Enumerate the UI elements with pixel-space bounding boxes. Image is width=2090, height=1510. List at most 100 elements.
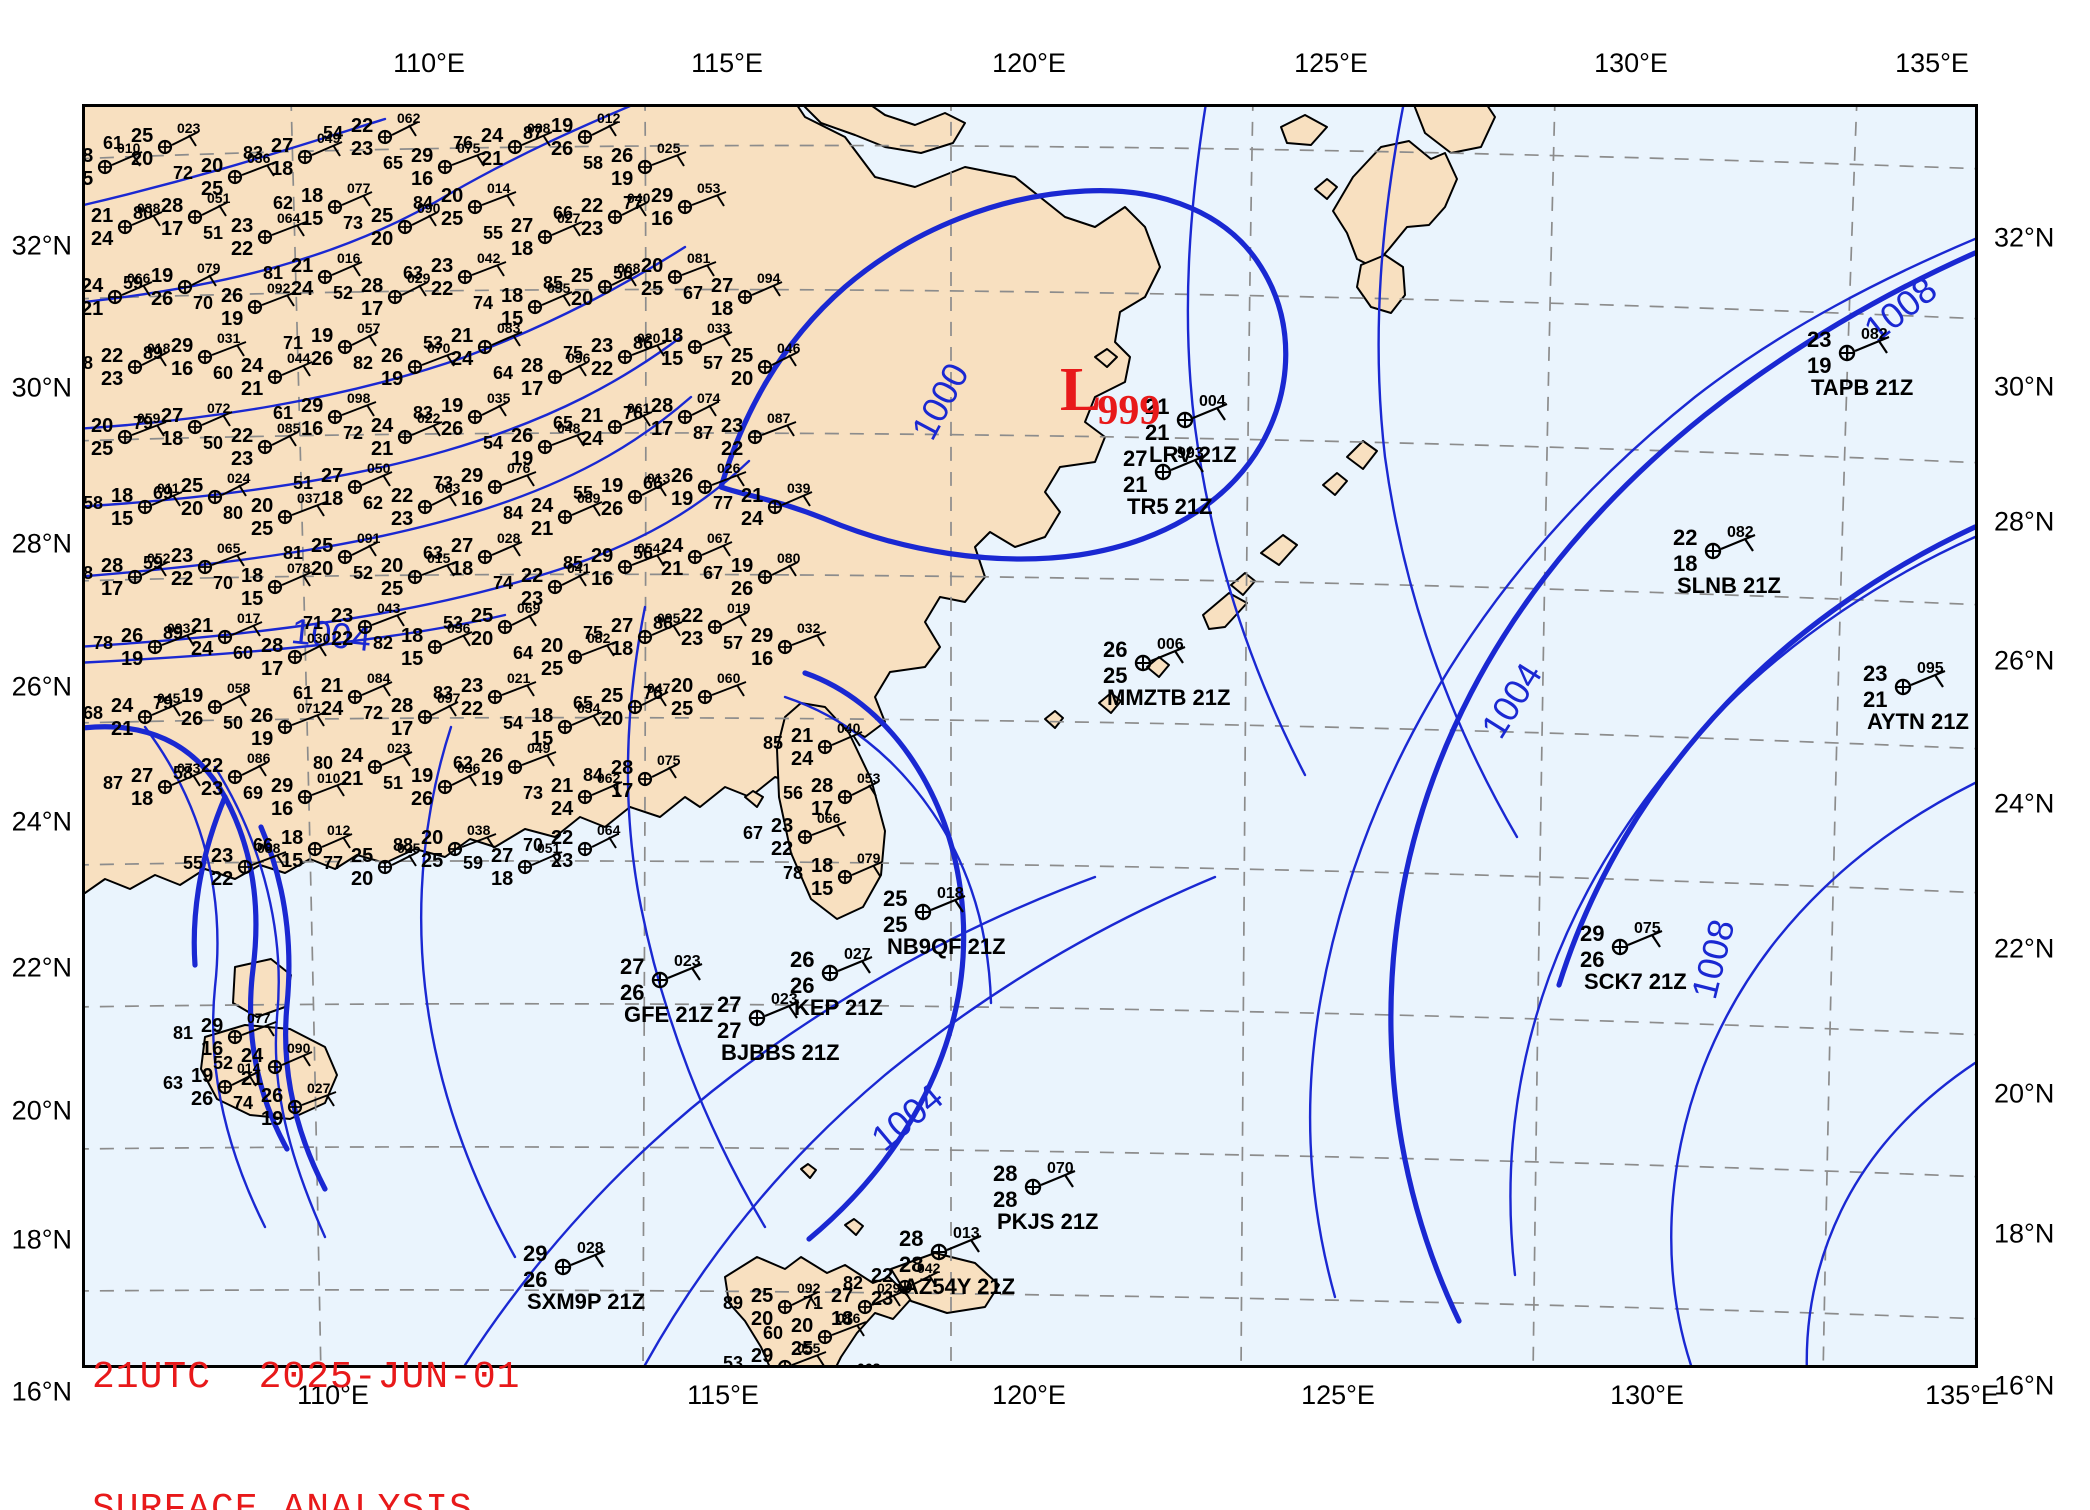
- svg-text:24: 24: [241, 355, 264, 377]
- svg-text:80: 80: [133, 203, 153, 223]
- svg-text:056: 056: [447, 620, 471, 636]
- land-shandong-peninsula: [803, 107, 966, 154]
- lat-tick-20N: 20°N: [1994, 1078, 2055, 1109]
- station-symbol: 2025 016 60: [763, 1310, 867, 1360]
- svg-text:076: 076: [507, 460, 531, 476]
- svg-text:25: 25: [541, 658, 563, 680]
- station-pressure: 993: [1177, 445, 1204, 462]
- station-temperature: 29: [523, 1241, 547, 1266]
- svg-text:20: 20: [541, 635, 563, 657]
- svg-text:56: 56: [633, 543, 653, 563]
- svg-text:093: 093: [167, 620, 191, 636]
- svg-text:22: 22: [231, 425, 253, 447]
- station-dewpoint: 26: [523, 1267, 547, 1292]
- svg-text:28: 28: [521, 355, 543, 377]
- svg-text:18: 18: [321, 488, 343, 510]
- svg-text:024: 024: [227, 470, 251, 486]
- svg-text:040: 040: [837, 720, 861, 736]
- station-pressure: 095: [1917, 660, 1944, 677]
- svg-text:74: 74: [493, 573, 513, 593]
- svg-text:64: 64: [513, 643, 533, 663]
- svg-text:17: 17: [161, 218, 183, 240]
- svg-text:53: 53: [423, 333, 443, 353]
- svg-text:19: 19: [221, 308, 243, 330]
- station-pressure: 018: [937, 885, 964, 902]
- land-luzon-northeast: [890, 1252, 1000, 1314]
- lon-tick-110E: 110°E: [297, 1380, 369, 1410]
- svg-text:84: 84: [503, 503, 523, 523]
- svg-text:20: 20: [421, 827, 443, 849]
- station-dewpoint: 19: [1807, 353, 1831, 378]
- svg-text:19: 19: [601, 475, 623, 497]
- svg-text:59: 59: [123, 273, 143, 293]
- svg-text:81: 81: [173, 1023, 193, 1043]
- svg-text:18: 18: [511, 238, 533, 260]
- svg-text:027: 027: [307, 1080, 331, 1096]
- svg-text:27: 27: [271, 135, 293, 157]
- svg-text:28: 28: [161, 195, 183, 217]
- svg-text:071: 071: [297, 700, 321, 716]
- map-panel[interactable]: 1000 1004 1008 1004 1008 1004 21 21 004 LRV 21Z 2…: [82, 104, 1978, 1368]
- svg-text:18: 18: [611, 638, 633, 660]
- wind-barb: [946, 1234, 982, 1253]
- svg-text:18: 18: [131, 788, 153, 810]
- svg-text:76: 76: [453, 133, 473, 153]
- station-symbol: 212403869: [91, 200, 163, 250]
- svg-text:26: 26: [221, 285, 243, 307]
- svg-text:15: 15: [661, 348, 683, 370]
- isobar-line-h: [213, 765, 327, 1239]
- lon-tick-135E: 135°E: [1925, 1380, 1999, 1410]
- svg-text:074: 074: [697, 390, 721, 406]
- land-luzon: [724, 1256, 912, 1365]
- svg-text:88: 88: [85, 563, 93, 583]
- svg-text:24: 24: [481, 125, 504, 147]
- svg-text:87: 87: [523, 123, 543, 143]
- lat-tick-16N: 16°N: [11, 1376, 72, 1407]
- svg-text:073: 073: [177, 760, 201, 776]
- svg-text:29: 29: [461, 465, 483, 487]
- station-id: PKJS 21Z: [997, 1209, 1099, 1234]
- land-batanes-islands: [800, 1163, 817, 1179]
- wind-barb: [1720, 533, 1756, 552]
- svg-text:84: 84: [583, 765, 603, 785]
- lat-tick-28N: 28°N: [11, 528, 72, 559]
- lat-tick-26N: 26°N: [11, 671, 72, 702]
- svg-text:077: 077: [347, 180, 371, 196]
- lat-tick-20N: 20°N: [11, 1095, 72, 1126]
- wind-barb: [1854, 335, 1890, 354]
- svg-text:20: 20: [731, 368, 753, 390]
- svg-text:20: 20: [201, 155, 223, 177]
- svg-text:54: 54: [323, 123, 343, 143]
- svg-text:62: 62: [363, 493, 383, 513]
- lon-tick-125E: 125°E: [1294, 48, 1368, 78]
- svg-text:65: 65: [553, 413, 573, 433]
- svg-text:81: 81: [283, 543, 303, 563]
- svg-text:17: 17: [261, 658, 283, 680]
- svg-text:18: 18: [501, 285, 523, 307]
- svg-text:60: 60: [233, 643, 253, 663]
- svg-text:78: 78: [85, 353, 93, 373]
- svg-text:078: 078: [287, 560, 311, 576]
- svg-text:82: 82: [353, 353, 373, 373]
- station-cross: [1896, 680, 1910, 694]
- svg-text:26: 26: [671, 465, 693, 487]
- svg-text:20: 20: [791, 1315, 813, 1337]
- svg-text:19: 19: [381, 368, 403, 390]
- station-temperature: 23: [1863, 661, 1887, 686]
- station-pressure: 023: [674, 953, 701, 970]
- svg-text:22: 22: [551, 827, 573, 849]
- svg-text:030: 030: [307, 630, 331, 646]
- svg-text:17: 17: [101, 578, 123, 600]
- svg-text:23: 23: [591, 335, 613, 357]
